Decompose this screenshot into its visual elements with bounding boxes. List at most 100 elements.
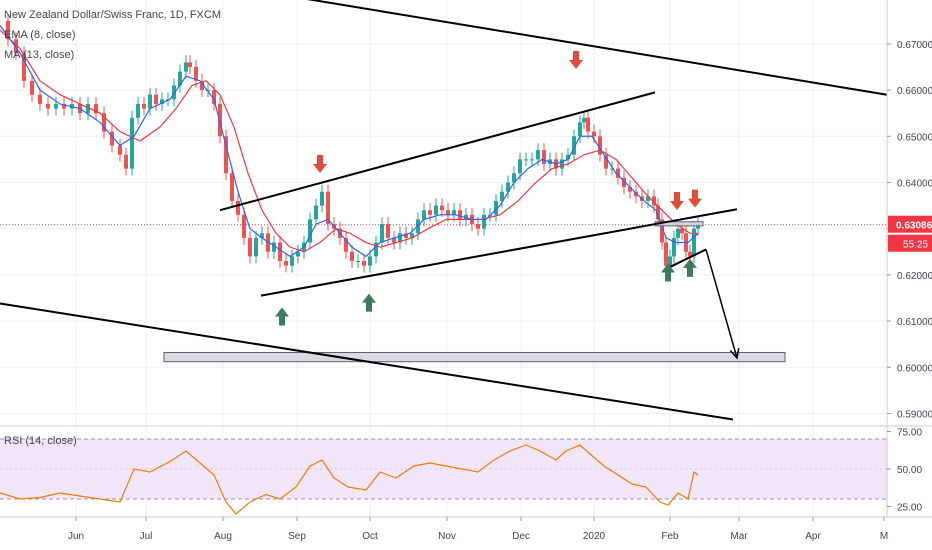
candle-body [692, 228, 696, 257]
candle-body [254, 237, 258, 257]
x-tick-label: M [880, 531, 888, 542]
candle-body [660, 219, 664, 243]
y-tick-label: 0.59000 [897, 409, 932, 420]
sell-arrow-icon [569, 51, 583, 70]
candle-body [22, 53, 26, 81]
candle-body [582, 117, 586, 123]
drawings-layer [0, 0, 888, 421]
candle-body [646, 196, 650, 201]
rsi-tick-label: 25.00 [897, 503, 922, 514]
candle-body [680, 228, 684, 234]
sell-arrow-icon [313, 154, 327, 173]
candle-body [148, 94, 152, 109]
candle-body [628, 187, 632, 192]
candle-body [374, 242, 378, 257]
buy-arrow-icon [683, 258, 697, 277]
sell-arrow-icon [670, 191, 684, 210]
y-tick-label: 0.65000 [897, 132, 932, 143]
x-tick-label: Feb [661, 531, 679, 542]
candle-body [560, 159, 564, 169]
support-zone [163, 351, 786, 363]
candle-body [230, 173, 234, 201]
candle-body [6, 20, 10, 40]
candle-body [248, 237, 252, 257]
y-tick-label: 0.61000 [897, 317, 932, 328]
candle-body [634, 191, 638, 197]
candle-body [416, 219, 420, 234]
sell-arrow-icon [688, 189, 702, 208]
x-tick-label: Dec [512, 531, 530, 542]
candle-body [86, 103, 90, 114]
candle-body [494, 200, 498, 215]
candle-body [188, 62, 192, 67]
rsi-panel [0, 438, 887, 515]
x-tick-label: Oct [362, 531, 378, 542]
candle-body [172, 85, 176, 100]
countdown-badge [888, 234, 932, 252]
candle-body [236, 200, 240, 215]
rsi-tick-label: 50.00 [897, 465, 922, 476]
countdown-label: 55:25 [903, 240, 928, 251]
candle-body [110, 131, 114, 146]
candle-body [664, 242, 668, 266]
candle-body [506, 182, 510, 192]
candle-body [688, 251, 692, 257]
candle-body [130, 117, 134, 169]
y-tick-label: 0.64000 [897, 178, 932, 189]
trend-line [306, 0, 888, 96]
candle-body [30, 80, 34, 95]
candle-body [440, 205, 444, 211]
x-tick-label: Apr [805, 531, 821, 542]
candle-body [610, 168, 614, 170]
candle-body [652, 196, 656, 206]
candle-body [54, 103, 58, 109]
chart-title[interactable]: New Zealand Dollar/Swiss Franc, 1D, FXCM [4, 9, 222, 21]
candle-body [668, 256, 672, 266]
candle-body [46, 103, 50, 109]
candle-body [62, 103, 66, 109]
candle-body [178, 71, 182, 86]
rsi-legend[interactable]: RSI (14, close) [4, 435, 77, 447]
candle-body [142, 103, 146, 109]
candle-body [598, 136, 602, 155]
candle-body [578, 122, 582, 137]
candle-body [622, 177, 626, 188]
x-tick-label: Aug [214, 531, 232, 542]
candle-body [290, 256, 294, 266]
candle-body [356, 261, 360, 263]
trend-line [260, 208, 738, 297]
buy-arrow-icon [661, 263, 675, 282]
x-tick-label: Jul [140, 531, 153, 542]
current-price-badge [888, 215, 932, 233]
candle-body [200, 80, 204, 91]
trend-line [0, 302, 734, 421]
ema-line [0, 25, 699, 258]
candle-body [368, 256, 372, 266]
y-tick-label: 0.67000 [897, 40, 932, 51]
candle-body [524, 159, 528, 161]
candle-body [326, 191, 330, 225]
ema-legend[interactable]: EMA (8, close) [4, 29, 76, 41]
candle-body [136, 103, 140, 118]
x-tick-label: Jun [68, 531, 84, 542]
y-tick-label: 0.62000 [897, 271, 932, 282]
candle-body [314, 205, 318, 220]
candle-body [586, 117, 590, 132]
rsi-tick-label: 75.00 [897, 428, 922, 439]
candle-body [536, 150, 540, 160]
candle-body [428, 210, 432, 215]
candle-body [296, 251, 300, 257]
candle-body [94, 103, 98, 114]
candle-body [572, 136, 576, 155]
candle-body [398, 233, 402, 243]
ma-legend[interactable]: MA (13, close) [4, 49, 75, 61]
candle-body [512, 173, 516, 183]
candle-body [476, 224, 480, 229]
candle-body [362, 261, 366, 266]
candle-body [386, 224, 390, 238]
candle-body [422, 210, 426, 220]
trend-line [219, 91, 656, 212]
candle-body [676, 228, 680, 238]
